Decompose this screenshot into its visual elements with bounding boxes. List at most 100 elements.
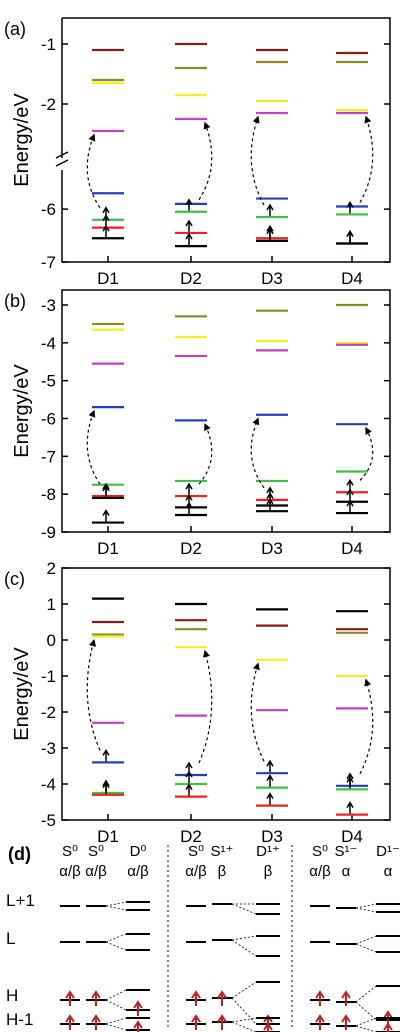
spin-header: α/β <box>127 863 149 880</box>
orbital-connector <box>105 1017 127 1025</box>
electron-arrow-red <box>315 1014 325 1030</box>
x-tick-label: D3 <box>261 827 283 846</box>
x-tick-label: D1 <box>97 827 119 846</box>
orbital-connector <box>355 1017 377 1027</box>
electron-arrow-red <box>91 1014 101 1030</box>
electron-arrow <box>266 224 274 238</box>
y-tick-label: -7 <box>41 447 56 466</box>
electron-arrow <box>185 783 193 796</box>
electron-arrow <box>102 482 110 496</box>
electron-arrow-red <box>217 1014 227 1030</box>
electron-arrow <box>185 198 193 211</box>
electron-arrow <box>185 493 193 507</box>
transition-arrow <box>250 417 265 489</box>
y-tick-label: -6 <box>41 410 56 429</box>
spin-header: α/β <box>59 863 81 880</box>
transition-arrow <box>359 115 374 203</box>
x-tick-label: D4 <box>341 827 363 846</box>
electron-arrow <box>346 478 354 492</box>
spin-header: α/β <box>309 863 331 880</box>
electron-arrow <box>185 482 193 496</box>
electron-arrow <box>185 219 193 232</box>
plot-frame <box>61 17 391 263</box>
spin-header: α <box>342 863 351 880</box>
state-header: S⁰ <box>312 843 328 860</box>
orbital-connector <box>231 1021 257 1032</box>
electron-arrow-red <box>65 990 75 1006</box>
orbital-connector <box>231 1017 257 1023</box>
electron-arrow <box>185 232 193 246</box>
y-tick-label: -4 <box>41 334 56 353</box>
orbital-row-label: L <box>6 929 15 948</box>
electron-arrow-red <box>217 990 227 1006</box>
electron-arrow <box>185 761 193 774</box>
panel-d-orbital-diagram: (d) S⁰α/βS⁰α/βD⁰α/βS⁰α/βS¹⁺βD¹⁺βS⁰α/βS¹⁻α… <box>6 843 400 1032</box>
panel-a: (a) Energy/eV -1 -2 -6 -7 D1 D2 D3 D4 <box>4 17 391 288</box>
y-tick-label: -6 <box>41 200 56 219</box>
y-tick-label: -4 <box>41 775 56 794</box>
electron-arrow <box>102 509 110 522</box>
electron-arrow-red <box>341 1014 351 1030</box>
orbital-connector <box>355 943 377 953</box>
orbital-connector <box>355 1001 377 1021</box>
orbital-connector <box>105 989 127 1001</box>
y-tick-label: 2 <box>47 559 56 578</box>
electron-arrow <box>266 486 274 499</box>
x-tick-label: D1 <box>97 539 119 558</box>
x-tick-label: D4 <box>341 269 363 288</box>
y-axis-label: Energy/eV <box>11 364 33 458</box>
y-tick-label: -5 <box>41 811 56 830</box>
orbital-row-label: H <box>6 986 18 1005</box>
spin-header: β <box>264 863 273 880</box>
y-tick-label: -2 <box>41 703 56 722</box>
y-tick-label: -2 <box>41 95 56 114</box>
transition-arrow <box>86 639 101 751</box>
orbital-row-label: H-1 <box>6 1010 33 1029</box>
orbital-row-label: L+1 <box>6 891 35 910</box>
x-tick-label: D3 <box>261 269 283 288</box>
orbital-connector <box>355 985 377 1003</box>
spin-header: α <box>384 863 393 880</box>
electron-arrow-red <box>341 990 351 1006</box>
panel-label: (a) <box>4 19 26 39</box>
panel-c: (c) Energy/eV 2 1 0 -1 -2 -3 -4 -5 D1 D2 D3 D4 <box>4 559 391 846</box>
electron-arrow <box>266 792 274 805</box>
y-tick-label: -3 <box>41 739 56 758</box>
x-tick-label: D2 <box>180 539 202 558</box>
orbital-connector <box>105 941 127 951</box>
orbital-connector <box>105 999 127 1011</box>
transition-arrow <box>198 423 213 485</box>
y-tick-label: -5 <box>41 372 56 391</box>
orbital-connector <box>355 935 377 945</box>
orbital-connector <box>105 905 127 911</box>
electron-arrow <box>102 206 110 219</box>
orbital-connector <box>231 903 257 915</box>
spin-header: α/β <box>85 863 107 880</box>
spin-header: β <box>218 863 227 880</box>
electron-arrow-red <box>191 1014 201 1030</box>
y-tick-label: -8 <box>41 485 56 504</box>
electron-arrow <box>266 774 274 787</box>
y-tick-label: 1 <box>47 595 56 614</box>
state-header: D¹⁻ <box>376 843 400 860</box>
y-tick-label: -1 <box>41 667 56 686</box>
spin-header: α/β <box>185 863 207 880</box>
electron-arrow-red <box>315 990 325 1006</box>
transition-arrow <box>86 133 101 209</box>
electron-arrow <box>346 200 354 214</box>
electron-arrow-red <box>91 990 101 1006</box>
state-header: D⁰ <box>130 843 147 860</box>
electron-arrow-red <box>263 1022 273 1032</box>
electron-arrow <box>346 801 354 814</box>
chart-panels: (a) Energy/eV -1 -2 -6 -7 D1 D2 D3 D4 (b) Energy/eV… <box>4 17 391 846</box>
orbital-connector <box>231 939 257 957</box>
x-tick-label: D1 <box>97 269 119 288</box>
axis-break-mark <box>55 151 69 167</box>
electron-arrow-red <box>65 1014 75 1030</box>
orbital-connector <box>355 1025 377 1032</box>
y-axis-label: Energy/eV <box>11 93 33 187</box>
electron-arrow-red <box>191 990 201 1006</box>
x-tick-label: D4 <box>341 539 363 558</box>
x-tick-label: D3 <box>261 539 283 558</box>
electron-arrow <box>346 772 354 785</box>
